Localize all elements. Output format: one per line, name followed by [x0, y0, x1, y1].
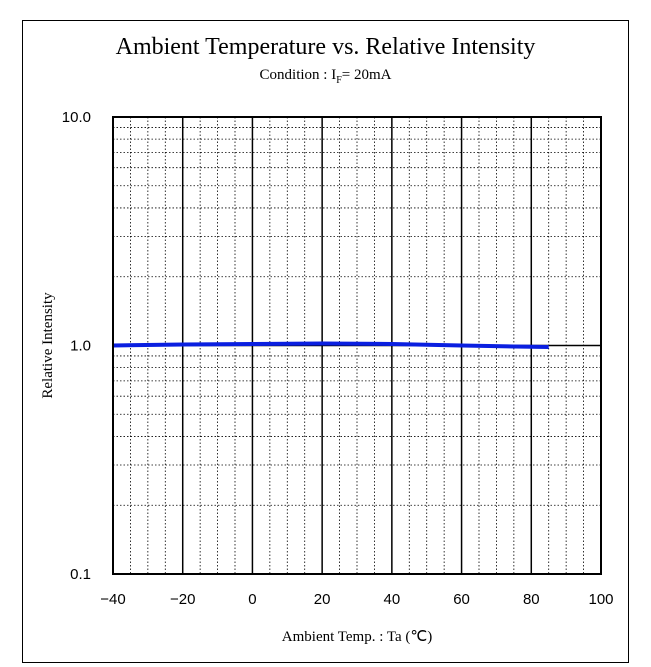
- x-tick-label: 40: [384, 591, 401, 608]
- x-tick-label: 80: [523, 591, 540, 608]
- x-tick-label: 60: [453, 591, 470, 608]
- plot-border: [112, 116, 602, 575]
- y-axis-label: Relative Intensity: [40, 292, 56, 399]
- chart-title: Ambient Temperature vs. Relative Intensi…: [115, 34, 536, 60]
- x-tick-label: −20: [170, 591, 195, 608]
- subtitle-suffix: = 20mA: [341, 67, 392, 83]
- x-tick-label: 20: [314, 591, 331, 608]
- subtitle-subscript: F: [336, 75, 342, 86]
- series-group: [112, 341, 549, 349]
- x-axis-label: Ambient Temp. : Ta (℃): [282, 629, 432, 645]
- y-tick-label: 1.0: [70, 338, 91, 355]
- chart-subtitle: Condition : IF= 20mA: [0, 67, 651, 86]
- chart-frame: [22, 20, 629, 663]
- y-tick-label: 0.1: [70, 566, 91, 583]
- x-tick-labels: −40 −20 0 20 40 60 80 100: [100, 591, 613, 608]
- y-tick-label: 10.0: [62, 109, 91, 126]
- x-tick-label: 0: [248, 591, 256, 608]
- y-tick-labels: 0.1 1.0 10.0: [62, 109, 91, 583]
- subtitle-prefix: Condition : I: [259, 67, 337, 83]
- x-tick-label: −40: [100, 591, 125, 608]
- x-tick-label: 100: [588, 591, 613, 608]
- series-line: [112, 341, 549, 349]
